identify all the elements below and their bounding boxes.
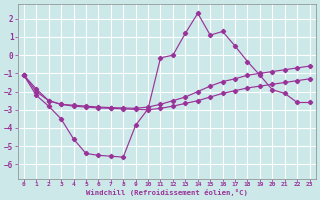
X-axis label: Windchill (Refroidissement éolien,°C): Windchill (Refroidissement éolien,°C) bbox=[86, 189, 248, 196]
